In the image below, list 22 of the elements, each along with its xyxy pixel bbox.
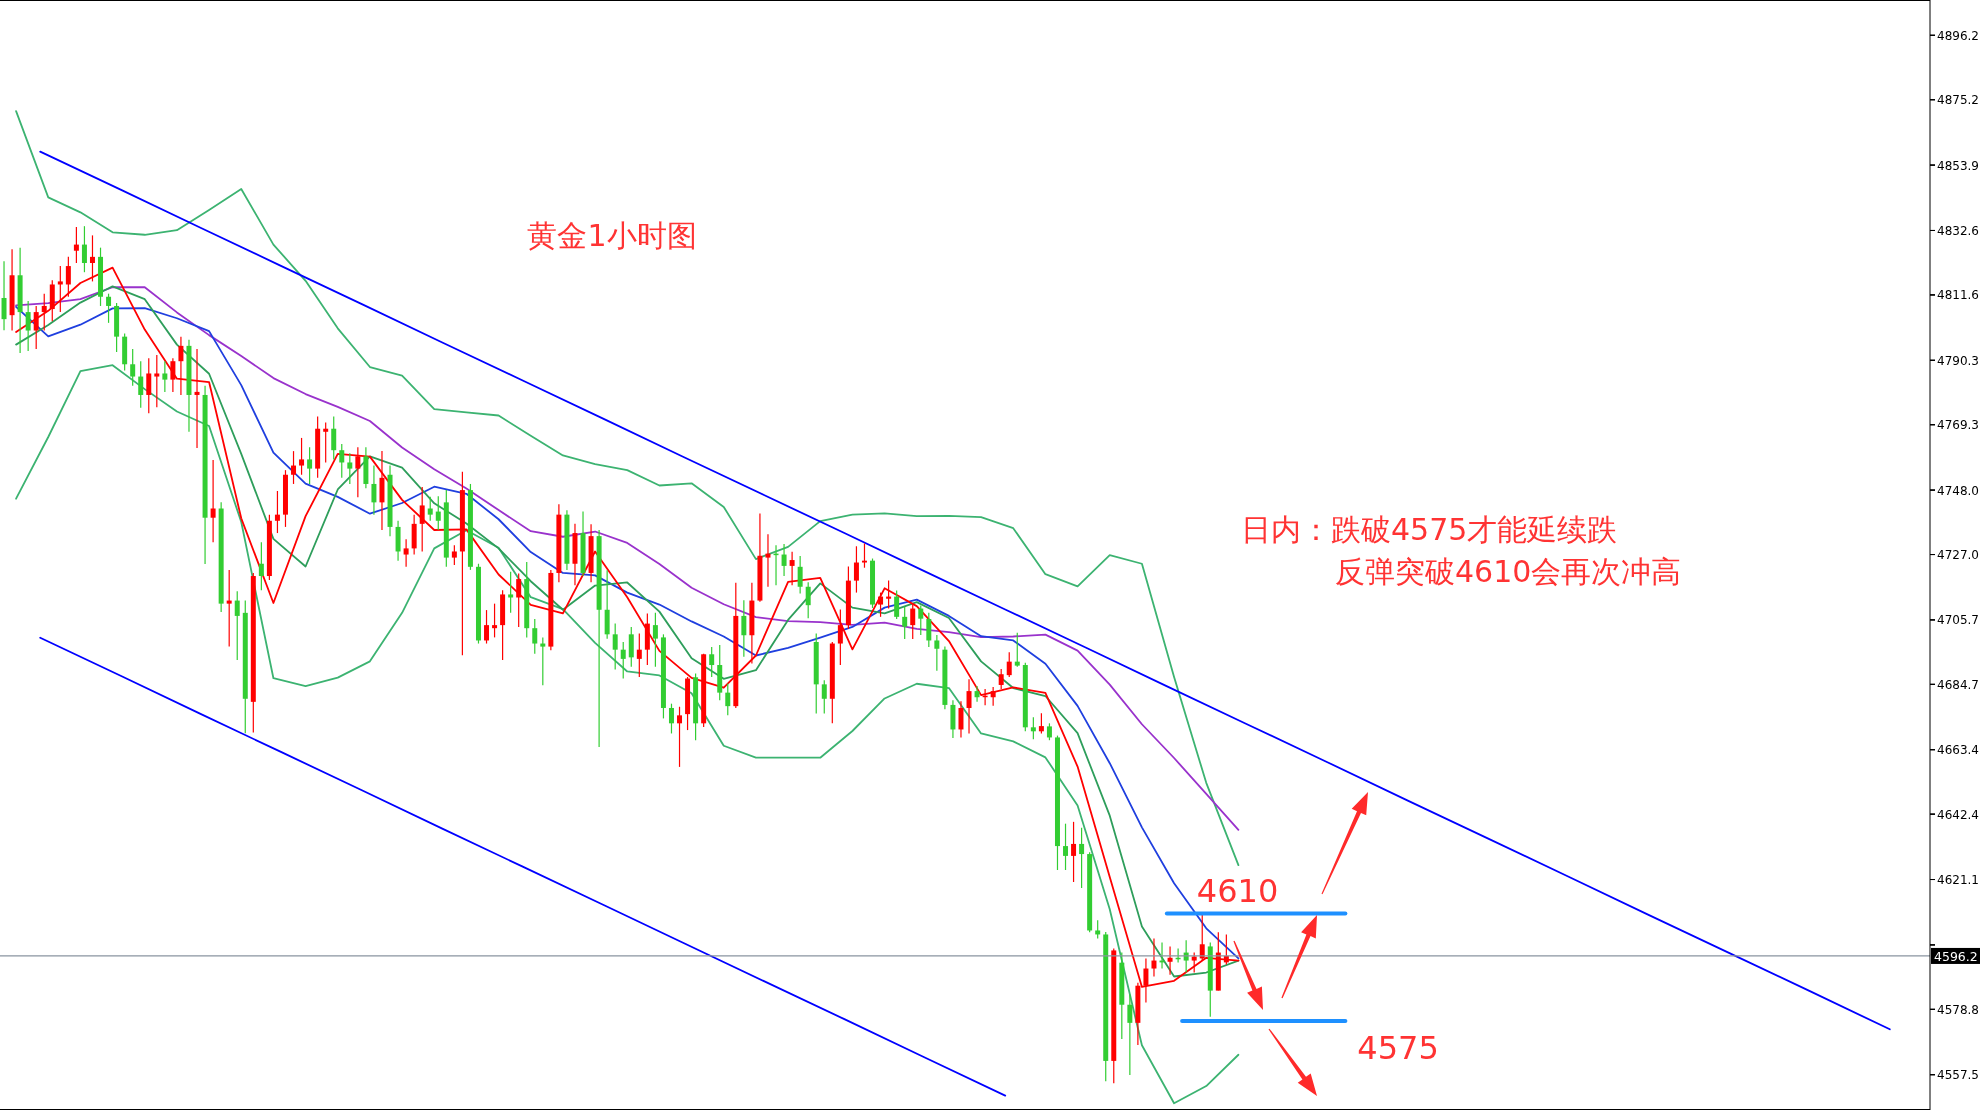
y-tick-label: 4557.5 bbox=[1937, 1068, 1979, 1083]
y-tick-label: 4727.0 bbox=[1937, 548, 1979, 563]
text: 黄金1小时图 bbox=[527, 218, 697, 253]
y-tick-label: 4853.9 bbox=[1937, 158, 1979, 173]
y-tick-label: 4684.7 bbox=[1937, 677, 1979, 692]
y-tick-label: 4790.3 bbox=[1937, 353, 1979, 368]
annotation: 日内：跌破4575才能延续跌 bbox=[1241, 512, 1618, 547]
y-tick-label: 4663.4 bbox=[1937, 743, 1979, 758]
y-tick-label: 4896.2 bbox=[1937, 28, 1979, 43]
annotation: 反弹突破4610会再次冲高 bbox=[1335, 554, 1682, 589]
y-tick-label: 4832.6 bbox=[1937, 223, 1979, 238]
ref-line-label: 4596.2 bbox=[1934, 948, 1978, 964]
y-tick-label: 4621.1 bbox=[1937, 873, 1979, 888]
y-tick-label: 4769.3 bbox=[1937, 418, 1979, 433]
y-tick-label: 4578.8 bbox=[1937, 1002, 1979, 1017]
y-tick-label: 4748.0 bbox=[1937, 483, 1979, 498]
y-tick-label: 4642.4 bbox=[1937, 807, 1979, 822]
ref-line-label: 4610 bbox=[1196, 871, 1279, 910]
ref-line-label: 4575 bbox=[1357, 1029, 1439, 1067]
y-tick-label: 4811.6 bbox=[1937, 288, 1979, 303]
y-tick-label: 4875.2 bbox=[1937, 93, 1979, 108]
y-tick-label: 4705.7 bbox=[1937, 613, 1979, 628]
